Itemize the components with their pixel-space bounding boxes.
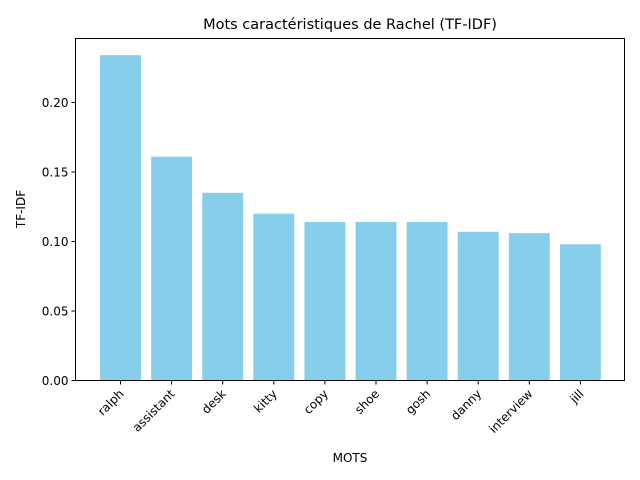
bar-copy	[304, 222, 346, 381]
bar-shoe	[355, 222, 397, 381]
bar-kitty	[253, 213, 295, 381]
chart-title: Mots caractéristiques de Rachel (TF-IDF)	[203, 17, 497, 33]
bar-jill	[559, 244, 601, 381]
y-tick-label: 0.05	[42, 304, 69, 318]
bar-interview	[508, 233, 550, 381]
y-axis-label: TF-IDF	[14, 190, 28, 229]
bar-danny	[457, 231, 499, 381]
x-tick-label: ralph	[95, 387, 127, 419]
x-tick-label: shoe	[352, 387, 382, 417]
plot-frame	[75, 38, 625, 381]
x-tick-label: assistant	[130, 387, 178, 435]
bar-assistant	[151, 156, 193, 381]
bars-group	[100, 55, 601, 381]
x-tick-label: gosh	[403, 387, 433, 417]
x-axis: ralph assistant desk kitty copy shoe gosh danny…	[95, 380, 587, 436]
x-tick-label: kitty	[251, 387, 280, 416]
x-tick-label: copy	[301, 387, 331, 417]
y-tick-label: 0.15	[42, 165, 69, 179]
x-tick-label: interview	[486, 387, 535, 436]
y-tick-label: 0.20	[42, 96, 69, 110]
y-tick-label: 0.10	[42, 235, 69, 249]
bar-desk	[202, 192, 244, 381]
y-tick-label: 0.00	[42, 374, 69, 388]
x-tick-label: danny	[448, 387, 484, 423]
bar-gosh	[406, 222, 448, 381]
x-axis-label: MOTS	[333, 451, 368, 465]
bar-ralph	[100, 55, 141, 381]
y-axis: 0.00 0.05 0.10 0.15 0.20	[42, 96, 76, 388]
x-tick-label: desk	[199, 387, 229, 417]
x-tick-label: jill	[566, 387, 586, 407]
